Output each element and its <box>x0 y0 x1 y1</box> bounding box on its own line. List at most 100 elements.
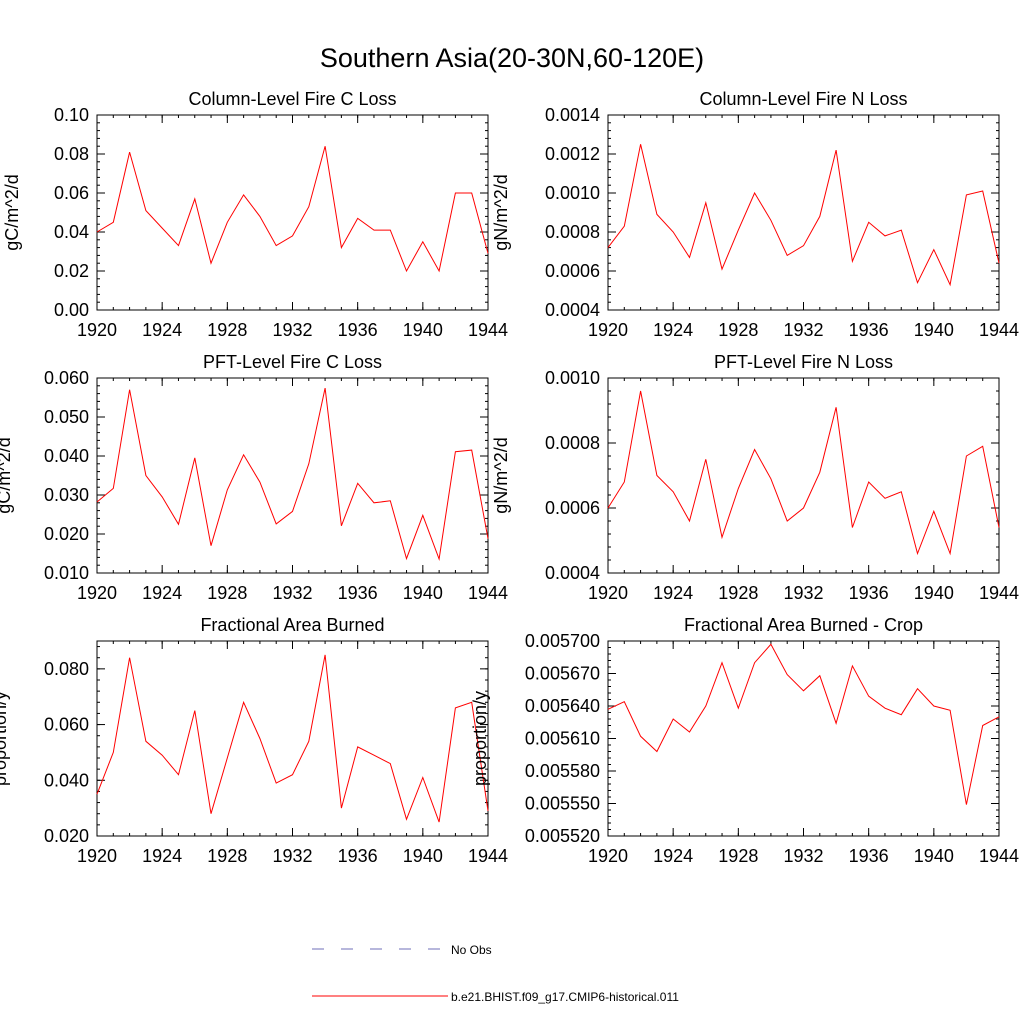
y-tick-label: 0.0008 <box>545 222 600 242</box>
x-tick-label: 1920 <box>588 846 628 866</box>
plot-frame <box>96 114 489 311</box>
plot-frame <box>96 377 489 574</box>
x-tick-label: 1924 <box>142 583 182 603</box>
x-tick-label: 1940 <box>403 583 443 603</box>
y-axis-label: proportion/y <box>0 691 10 786</box>
series-line <box>607 144 1000 287</box>
panel-title: Fractional Area Burned - Crop <box>684 615 923 635</box>
y-axis-label: gC/m^2/d <box>0 437 14 513</box>
x-tick-label: 1932 <box>272 320 312 340</box>
x-tick-label: 1936 <box>849 583 889 603</box>
x-tick-label: 1924 <box>142 320 182 340</box>
y-tick-label: 0.04 <box>54 222 89 242</box>
y-axis-label: gC/m^2/d <box>2 174 22 250</box>
y-tick-label: 0.005700 <box>525 631 600 651</box>
x-tick-label: 1932 <box>272 846 312 866</box>
y-axis-label: gN/m^2/d <box>491 174 511 250</box>
y-tick-label: 0.020 <box>44 826 89 846</box>
x-tick-label: 1928 <box>718 583 758 603</box>
y-tick-label: 0.040 <box>44 770 89 790</box>
x-tick-label: 1936 <box>338 320 378 340</box>
x-tick-label: 1940 <box>914 320 954 340</box>
series-line <box>96 387 489 561</box>
x-tick-label: 1936 <box>849 320 889 340</box>
x-tick-label: 1940 <box>403 846 443 866</box>
y-tick-label: 0.005550 <box>525 794 600 814</box>
y-tick-label: 0.0008 <box>545 433 600 453</box>
y-tick-label: 0.0010 <box>545 183 600 203</box>
series-line <box>607 643 1000 805</box>
y-tick-label: 0.0010 <box>545 368 600 388</box>
x-tick-label: 1932 <box>272 583 312 603</box>
y-tick-label: 0.020 <box>44 524 89 544</box>
y-tick-label: 0.02 <box>54 261 89 281</box>
y-tick-label: 0.0006 <box>545 498 600 518</box>
y-axis-label: gN/m^2/d <box>491 437 511 513</box>
legend: No Obs b.e21.BHIST.f09_g17.CMIP6-historic… <box>312 943 679 1004</box>
y-tick-label: 0.10 <box>54 105 89 125</box>
chart-panel-1: Column-Level Fire C Loss gC/m^2/d 1920 1924… <box>2 89 508 340</box>
y-tick-label: 0.0014 <box>545 105 600 125</box>
x-tick-label: 1944 <box>979 583 1019 603</box>
x-tick-label: 1940 <box>403 320 443 340</box>
y-tick-label: 0.050 <box>44 407 89 427</box>
panel-title: Fractional Area Burned <box>200 615 384 635</box>
chart-panel-3: PFT-Level Fire C Loss gC/m^2/d 1920 1924 192… <box>0 352 508 603</box>
y-tick-label: 0.005580 <box>525 761 600 781</box>
y-tick-label: 0.00 <box>54 300 89 320</box>
y-tick-label: 0.010 <box>44 563 89 583</box>
y-tick-label: 0.005610 <box>525 729 600 749</box>
x-tick-label: 1920 <box>77 320 117 340</box>
y-tick-label: 0.040 <box>44 446 89 466</box>
x-tick-label: 1920 <box>77 846 117 866</box>
y-tick-label: 0.060 <box>44 715 89 735</box>
x-tick-label: 1928 <box>207 320 247 340</box>
x-tick-label: 1920 <box>77 583 117 603</box>
plot-frame <box>607 114 1000 311</box>
y-tick-label: 0.005640 <box>525 696 600 716</box>
y-tick-label: 0.060 <box>44 368 89 388</box>
panel-title: PFT-Level Fire C Loss <box>203 352 382 372</box>
chart-panel-4: PFT-Level Fire N Loss gN/m^2/d 1920 1924 192… <box>491 352 1019 603</box>
x-tick-label: 1920 <box>588 583 628 603</box>
x-tick-label: 1936 <box>338 583 378 603</box>
x-tick-label: 1932 <box>783 583 823 603</box>
x-tick-label: 1944 <box>468 846 508 866</box>
x-tick-label: 1936 <box>338 846 378 866</box>
x-tick-label: 1924 <box>653 320 693 340</box>
legend-label: No Obs <box>451 943 492 957</box>
x-tick-label: 1928 <box>718 846 758 866</box>
chart-panel-6: Fractional Area Burned - Crop proportion/… <box>470 615 1019 866</box>
x-tick-label: 1924 <box>653 583 693 603</box>
page-title: Southern Asia(20-30N,60-120E) <box>320 43 704 73</box>
chart-panel-2: Column-Level Fire N Loss gN/m^2/d 1920 1924… <box>491 89 1019 340</box>
x-tick-label: 1940 <box>914 583 954 603</box>
y-tick-label: 0.06 <box>54 183 89 203</box>
y-axis-label: proportion/y <box>470 691 490 786</box>
x-tick-label: 1932 <box>783 320 823 340</box>
series-line <box>96 654 489 823</box>
panel-title: Column-Level Fire N Loss <box>699 89 907 109</box>
x-tick-label: 1928 <box>207 846 247 866</box>
series-line <box>96 146 489 273</box>
y-tick-label: 0.0004 <box>545 563 600 583</box>
chart-panel-5: Fractional Area Burned proportion/y 1920 19… <box>0 615 508 866</box>
x-tick-label: 1936 <box>849 846 889 866</box>
x-tick-label: 1944 <box>468 320 508 340</box>
y-tick-label: 0.0012 <box>545 144 600 164</box>
x-tick-label: 1924 <box>653 846 693 866</box>
y-tick-label: 0.080 <box>44 659 89 679</box>
panel-title: Column-Level Fire C Loss <box>188 89 396 109</box>
x-tick-label: 1932 <box>783 846 823 866</box>
x-tick-label: 1920 <box>588 320 628 340</box>
y-tick-label: 0.005670 <box>525 664 600 684</box>
x-tick-label: 1928 <box>207 583 247 603</box>
y-tick-label: 0.0004 <box>545 300 600 320</box>
x-tick-label: 1944 <box>979 846 1019 866</box>
y-tick-label: 0.030 <box>44 485 89 505</box>
x-tick-label: 1928 <box>718 320 758 340</box>
plot-frame <box>607 640 1000 837</box>
legend-label: b.e21.BHIST.f09_g17.CMIP6-historical.011 <box>451 990 679 1004</box>
y-tick-label: 0.08 <box>54 144 89 164</box>
